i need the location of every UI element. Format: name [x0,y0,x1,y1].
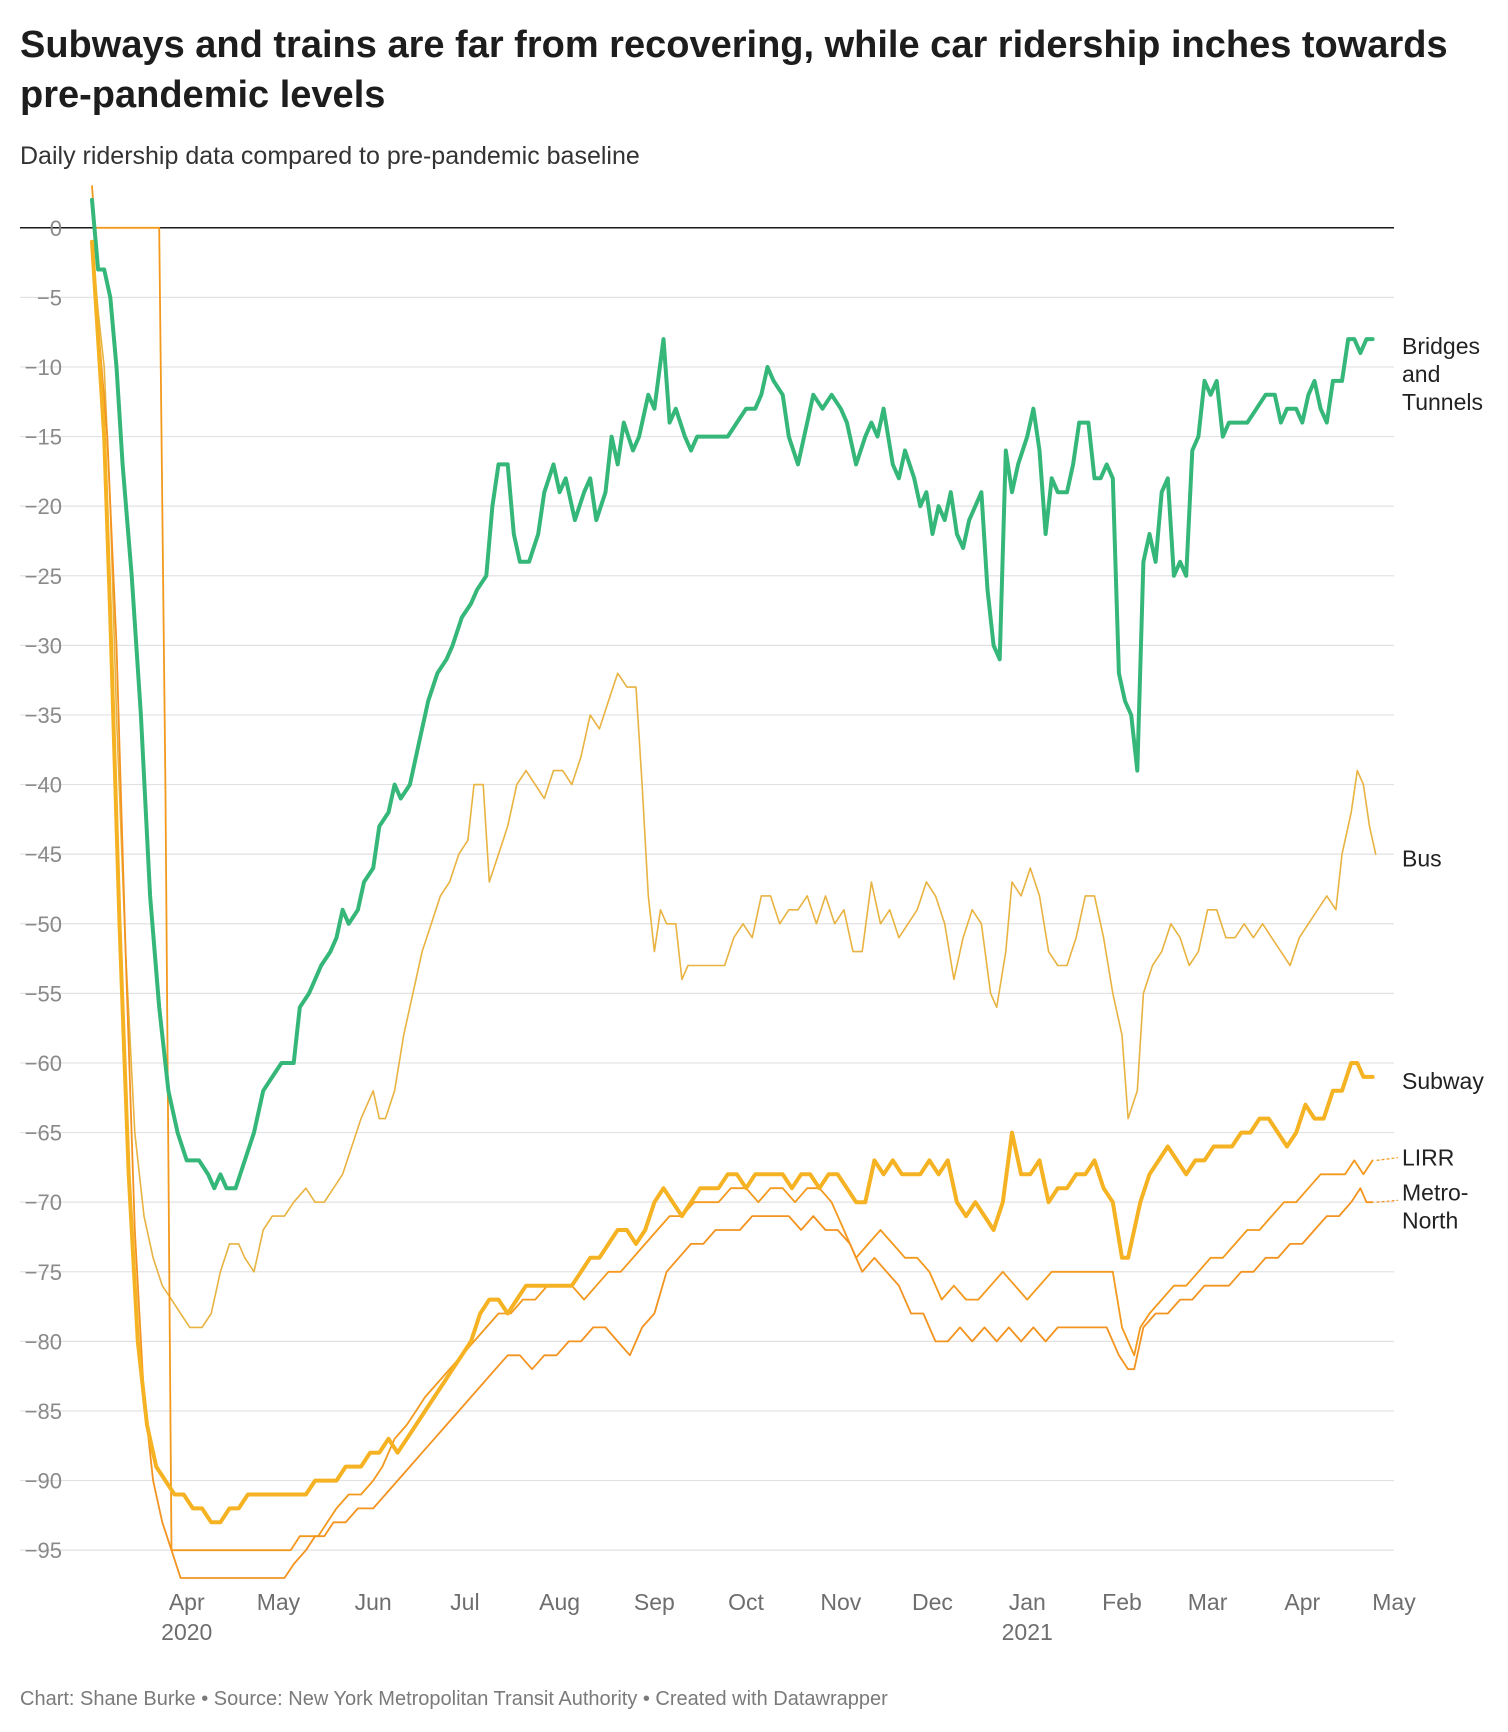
series-label-bus: Bus [1402,845,1442,871]
series-line-subway [90,239,1375,1525]
series-line-bridges-and-tunnels [90,197,1375,1191]
y-tick-label: 0 [50,216,62,241]
line-chart: 0 −5 −10 −15 −20 −25 −30 −35 −40 −45 −50 −55 −60 −65 −… [20,185,1484,1645]
series-lines [90,185,1377,1579]
x-tick-label: Oct [728,1589,764,1615]
series-label-lirr: LIRR [1402,1145,1454,1171]
series-label-metro-north: North [1402,1207,1458,1233]
x-tick-label: Mar [1188,1589,1228,1615]
series-label-subway: Subway [1402,1068,1484,1094]
y-tick-label: −60 [25,1051,62,1076]
x-tick-year: 2021 [1002,1619,1053,1645]
label-connector [1376,1199,1399,1203]
chart-title: Subways and trains are far from recoveri… [20,24,1448,116]
y-tick-label: −70 [25,1190,62,1215]
y-tick-label: −35 [25,703,62,728]
x-tick-label: May [257,1589,301,1615]
y-tick-label: −20 [25,494,62,519]
y-tick-label: −85 [25,1399,62,1424]
x-tick-label: Jul [450,1589,479,1615]
x-axis: Apr 2020 May Jun Jul Aug Sep Oct Nov Dec Jan 2021 Fe… [161,1589,1416,1645]
y-tick-label: −80 [25,1329,62,1354]
y-tick-label: −25 [25,564,62,589]
series-label-bridges-and-tunnels: and [1402,361,1440,387]
series-line-bus [91,240,1377,1329]
x-tick-label: Aug [539,1589,580,1615]
chart-footer: Chart: Shane Burke • Source: New York Me… [20,1688,888,1710]
y-tick-label: −50 [25,912,62,937]
label-connector [1376,1157,1399,1161]
series-line-metro-north [91,240,1374,1579]
y-tick-label: −5 [37,285,62,310]
x-tick-label: Feb [1102,1589,1142,1615]
y-tick-label: −10 [25,355,62,380]
x-tick-label: Jun [355,1589,392,1615]
grid-lines [20,226,1394,1551]
x-tick-label: May [1372,1589,1416,1615]
x-tick-label: Jan [1009,1589,1046,1615]
series-label-bridges-and-tunnels: Bridges [1402,333,1480,359]
y-tick-label: −45 [25,842,62,867]
y-tick-label: −30 [25,633,62,658]
series-line-lirr [91,185,1374,1552]
x-tick-label: Dec [912,1589,953,1615]
y-axis: 0 −5 −10 −15 −20 −25 −30 −35 −40 −45 −50 −55 −60 −65 −… [25,216,62,1563]
y-tick-label: −65 [25,1121,62,1146]
y-tick-label: −15 [25,425,62,450]
y-tick-label: −90 [25,1469,62,1494]
x-tick-label: Nov [820,1589,861,1615]
y-tick-label: −75 [25,1260,62,1285]
y-tick-label: −95 [25,1538,62,1563]
series-label-metro-north: Metro- [1402,1179,1468,1205]
x-tick-label: Apr [169,1589,205,1615]
series-label-bridges-and-tunnels: Tunnels [1402,389,1483,415]
x-tick-label: Apr [1284,1589,1320,1615]
chart-subtitle: Daily ridership data compared to pre-pan… [20,142,640,170]
y-tick-label: −40 [25,773,62,798]
x-tick-label: Sep [634,1589,675,1615]
x-tick-year: 2020 [161,1619,212,1645]
y-tick-label: −55 [25,981,62,1006]
